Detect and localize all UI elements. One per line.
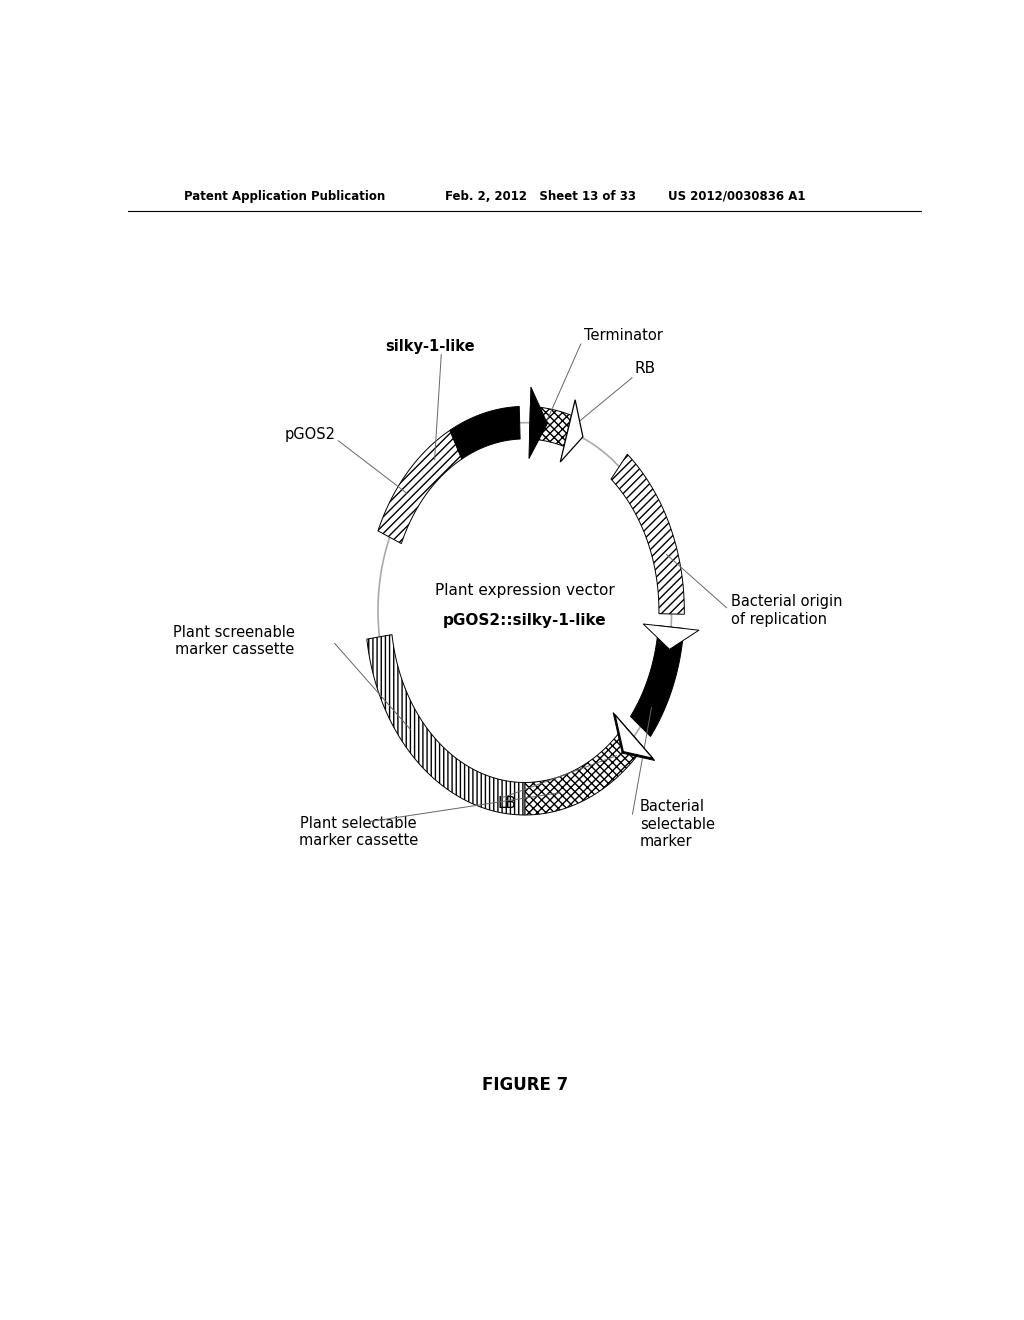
Text: Bacterial
selectable
marker: Bacterial selectable marker [640,799,715,849]
Text: LB: LB [498,796,517,812]
Text: Bacterial origin
of replication: Bacterial origin of replication [731,594,843,627]
Text: pGOS2: pGOS2 [285,428,336,442]
Polygon shape [529,387,548,458]
Polygon shape [450,407,520,459]
Polygon shape [611,454,684,614]
Text: Patent Application Publication: Patent Application Publication [183,190,385,202]
Text: Feb. 2, 2012   Sheet 13 of 33: Feb. 2, 2012 Sheet 13 of 33 [445,190,637,202]
Polygon shape [529,407,571,446]
Text: US 2012/0030836 A1: US 2012/0030836 A1 [668,190,805,202]
Polygon shape [378,430,462,544]
Text: Terminator: Terminator [585,327,664,343]
Polygon shape [367,635,524,814]
Polygon shape [560,400,583,462]
Polygon shape [643,624,699,649]
Polygon shape [613,713,654,760]
Text: RB: RB [634,362,655,376]
Text: Plant expression vector: Plant expression vector [435,583,614,598]
Polygon shape [615,714,652,758]
Text: Plant screenable
marker cassette: Plant screenable marker cassette [173,624,295,657]
Polygon shape [524,726,643,814]
Polygon shape [631,626,684,737]
Text: silky-1-like: silky-1-like [385,339,474,354]
Text: pGOS2::silky-1-like: pGOS2::silky-1-like [443,614,606,628]
Text: FIGURE 7: FIGURE 7 [481,1076,568,1094]
Text: Plant selectable
marker cassette: Plant selectable marker cassette [299,816,418,849]
